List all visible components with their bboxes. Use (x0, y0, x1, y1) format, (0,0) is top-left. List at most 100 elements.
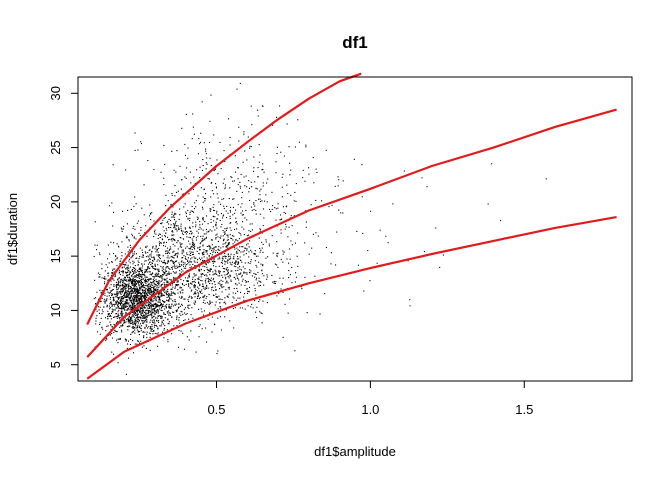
scatter-point (136, 294, 138, 296)
scatter-point (234, 283, 236, 285)
scatter-point (134, 324, 136, 326)
scatter-point (187, 305, 189, 307)
scatter-point (154, 273, 156, 275)
scatter-point (146, 321, 148, 323)
scatter-point (237, 249, 239, 251)
scatter-point (232, 296, 234, 298)
scatter-point (175, 171, 177, 173)
scatter-point (241, 203, 243, 205)
scatter-point (153, 305, 155, 307)
scatter-point (242, 161, 244, 163)
scatter-point (146, 276, 148, 278)
scatter-point (203, 233, 205, 235)
scatter-point (209, 302, 211, 304)
scatter-point (128, 293, 130, 295)
scatter-point (151, 328, 153, 330)
scatter-point (219, 219, 221, 221)
scatter-point (261, 313, 263, 315)
scatter-point (188, 284, 190, 286)
scatter-point (142, 285, 144, 287)
scatter-point (235, 273, 237, 275)
scatter-point (133, 281, 135, 283)
scatter-point (201, 285, 203, 287)
scatter-point (138, 286, 140, 288)
scatter-point (234, 241, 236, 243)
scatter-point (286, 258, 288, 260)
scatter-point (246, 272, 248, 274)
scatter-point (133, 285, 135, 287)
scatter-point (207, 262, 209, 264)
scatter-point (226, 217, 228, 219)
scatter-point (106, 295, 108, 297)
scatter-point (128, 291, 130, 293)
scatter-point (193, 176, 195, 178)
scatter-point (116, 258, 118, 260)
scatter-point (160, 265, 162, 267)
scatter-point (231, 302, 233, 304)
scatter-point (246, 288, 248, 290)
scatter-point (175, 284, 177, 286)
scatter-point (113, 353, 115, 355)
scatter-point (169, 294, 171, 296)
scatter-point (189, 264, 191, 266)
scatter-point (125, 286, 127, 288)
scatter-point (149, 328, 151, 330)
scatter-point (127, 308, 129, 310)
scatter-point (289, 174, 291, 176)
scatter-point (187, 257, 189, 259)
scatter-point (104, 292, 106, 294)
scatter-point (183, 284, 185, 286)
scatter-point (189, 220, 191, 222)
scatter-point (179, 322, 181, 324)
scatter-point (152, 284, 154, 286)
scatter-point (153, 303, 155, 305)
scatter-point (119, 296, 121, 298)
scatter-point (403, 170, 405, 172)
scatter-point (199, 249, 201, 251)
scatter-point (144, 302, 146, 304)
y-tick-label: 30 (48, 86, 63, 100)
scatter-point (238, 140, 240, 142)
scatter-point (113, 332, 115, 334)
scatter-point (145, 256, 147, 258)
scatter-point (174, 239, 176, 241)
scatter-point (108, 295, 110, 297)
scatter-point (281, 218, 283, 220)
scatter-point (180, 188, 182, 190)
scatter-point (166, 266, 168, 268)
scatter-point (407, 260, 409, 262)
scatter-point (356, 230, 358, 232)
scatter-point (170, 220, 172, 222)
scatter-point (142, 252, 144, 254)
scatter-point (224, 261, 226, 263)
scatter-point (166, 273, 168, 275)
scatter-point (242, 221, 244, 223)
scatter-point (240, 260, 242, 262)
scatter-point (130, 281, 132, 283)
scatter-point (113, 279, 115, 281)
scatter-point (195, 226, 197, 228)
scatter-point (240, 234, 242, 236)
scatter-point (144, 292, 146, 294)
scatter-point (211, 254, 213, 256)
scatter-point (226, 227, 228, 229)
scatter-point (211, 230, 213, 232)
scatter-point (172, 256, 174, 258)
scatter-point (183, 320, 185, 322)
scatter-point (135, 288, 137, 290)
scatter-point (213, 250, 215, 252)
scatter-point (139, 295, 141, 297)
scatter-point (116, 289, 118, 291)
scatter-point (184, 203, 186, 205)
scatter-point (330, 263, 332, 265)
scatter-point (153, 306, 155, 308)
scatter-point (246, 248, 248, 250)
scatter-point (304, 276, 306, 278)
scatter-point (308, 253, 310, 255)
scatter-point (168, 239, 170, 241)
scatter-point (154, 296, 156, 298)
scatter-point (153, 289, 155, 291)
scatter-point (195, 267, 197, 269)
scatter-point (141, 310, 143, 312)
scatter-point (125, 262, 127, 264)
